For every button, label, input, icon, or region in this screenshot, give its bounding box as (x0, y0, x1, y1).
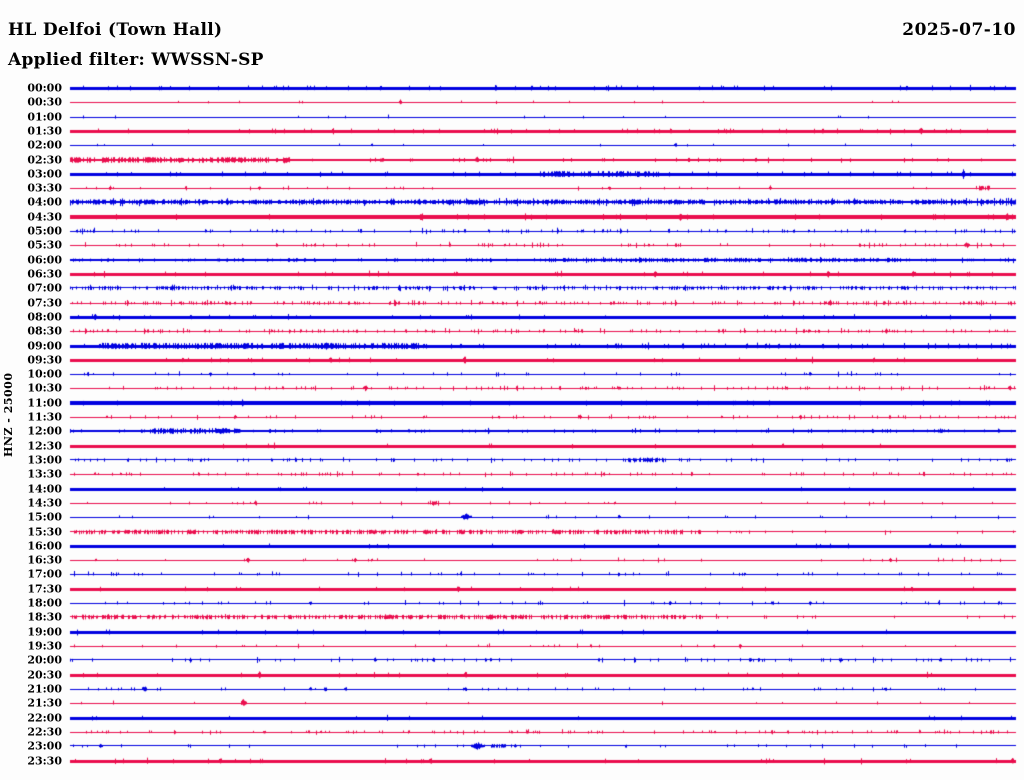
time-label-10:30: 10:30 (27, 381, 62, 395)
time-label-08:00: 08:00 (27, 310, 62, 324)
time-label-09:30: 09:30 (27, 353, 62, 367)
time-label-17:30: 17:30 (27, 582, 62, 596)
time-label-07:30: 07:30 (27, 296, 62, 310)
time-label-00:30: 00:30 (27, 95, 62, 109)
time-label-06:00: 06:00 (27, 253, 62, 267)
time-label-05:30: 05:30 (27, 238, 62, 252)
time-label-22:30: 22:30 (27, 725, 62, 739)
time-label-18:00: 18:00 (27, 596, 62, 610)
time-label-02:00: 02:00 (27, 138, 62, 152)
time-label-12:00: 12:00 (27, 424, 62, 438)
time-axis-labels: 00:00 00:30 01:00 01:30 02:00 02:30 03:00 03:30… (0, 0, 64, 780)
time-label-22:00: 22:00 (27, 711, 62, 725)
time-label-18:30: 18:30 (27, 610, 62, 624)
time-label-14:30: 14:30 (27, 496, 62, 510)
time-label-14:00: 14:00 (27, 482, 62, 496)
time-label-23:30: 23:30 (27, 754, 62, 768)
time-label-05:00: 05:00 (27, 224, 62, 238)
time-label-21:00: 21:00 (27, 682, 62, 696)
time-label-00:00: 00:00 (27, 81, 62, 95)
time-label-16:00: 16:00 (27, 539, 62, 553)
time-label-15:00: 15:00 (27, 510, 62, 524)
time-label-20:30: 20:30 (27, 668, 62, 682)
time-label-03:00: 03:00 (27, 167, 62, 181)
time-label-23:00: 23:00 (27, 739, 62, 753)
time-label-01:00: 01:00 (27, 110, 62, 124)
time-label-03:30: 03:30 (27, 181, 62, 195)
time-label-19:30: 19:30 (27, 639, 62, 653)
time-label-02:30: 02:30 (27, 153, 62, 167)
time-label-10:00: 10:00 (27, 367, 62, 381)
time-label-04:00: 04:00 (27, 195, 62, 209)
filter-label: Applied filter: WWSSN-SP (8, 50, 264, 70)
time-label-21:30: 21:30 (27, 696, 62, 710)
time-label-13:00: 13:00 (27, 453, 62, 467)
time-label-17:00: 17:00 (27, 567, 62, 581)
time-label-04:30: 04:30 (27, 210, 62, 224)
station-title: HL Delfoi (Town Hall) (8, 20, 223, 40)
time-label-08:30: 08:30 (27, 324, 62, 338)
time-label-13:30: 13:30 (27, 467, 62, 481)
time-label-06:30: 06:30 (27, 267, 62, 281)
time-label-11:00: 11:00 (27, 396, 62, 410)
time-label-16:30: 16:30 (27, 553, 62, 567)
time-label-09:00: 09:00 (27, 339, 62, 353)
time-label-19:00: 19:00 (27, 625, 62, 639)
time-label-07:00: 07:00 (27, 281, 62, 295)
time-label-20:00: 20:00 (27, 653, 62, 667)
time-label-11:30: 11:30 (27, 410, 62, 424)
time-label-15:30: 15:30 (27, 525, 62, 539)
plot-date: 2025-07-10 (902, 20, 1016, 40)
time-label-01:30: 01:30 (27, 124, 62, 138)
time-label-12:30: 12:30 (27, 439, 62, 453)
